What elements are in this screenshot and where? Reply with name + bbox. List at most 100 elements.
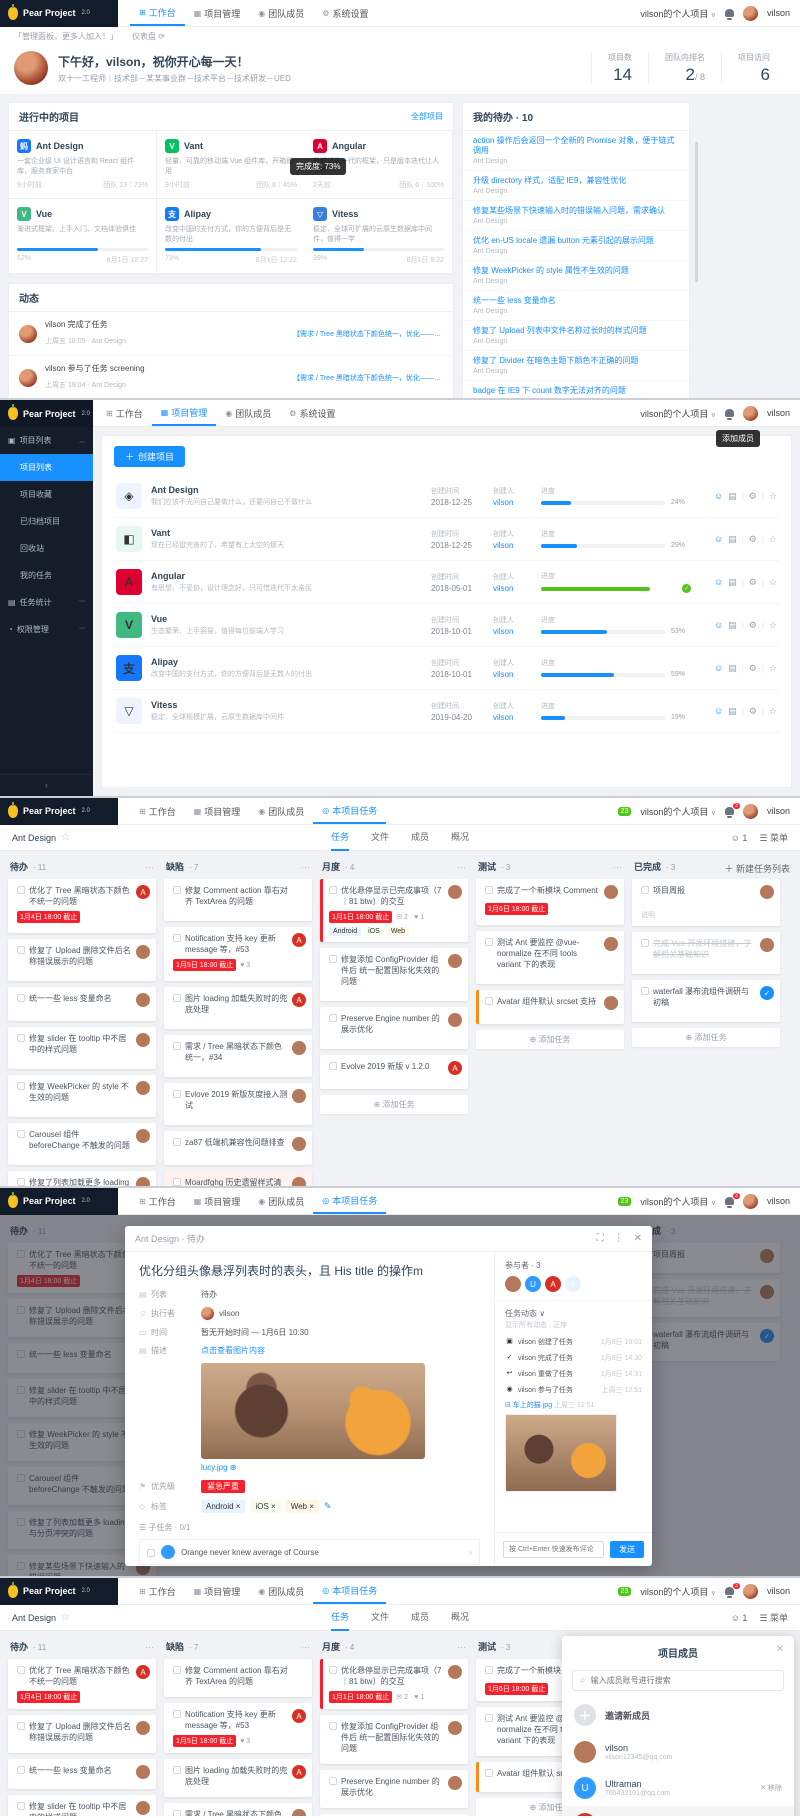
tab-tasks[interactable]: 任务: [330, 824, 349, 851]
sidebar-item[interactable]: ▤ 任务统计 ﹀: [8, 598, 85, 607]
avatar[interactable]: [742, 5, 758, 21]
task-card[interactable]: za87 低端机兼容性问题排查: [164, 1131, 312, 1165]
task-card[interactable]: 需求 / Tree 黑暗状态下颜色统一，#34: [164, 1803, 312, 1816]
comment-input[interactable]: [503, 1541, 604, 1558]
task-list-value[interactable]: 待办: [201, 1290, 217, 1299]
task-checkbox[interactable]: [17, 1722, 25, 1730]
dynamics-filter[interactable]: 显示所有动态 · 正序: [505, 1322, 568, 1329]
project-card[interactable]: 支 Alipay 改变中国的支付方式，你的方便背后是无数的付出 73% 8月1日 1…: [157, 199, 305, 274]
task-card[interactable]: 修复了 Upload 删除文件后名称错误展示的问题: [8, 939, 156, 981]
add-member-icon[interactable]: ☺: [713, 491, 724, 501]
column-more-icon[interactable]: ···: [145, 862, 154, 872]
task-card[interactable]: 统一一些 less 变量命名: [8, 987, 156, 1021]
sidebar-item[interactable]: 项目收藏: [20, 490, 52, 499]
workspace-switcher[interactable]: vilson的个人项目 ∨: [640, 1586, 716, 1597]
participant-avatar[interactable]: +: [565, 1276, 581, 1292]
tab-members[interactable]: ◉ 团队成员: [225, 408, 272, 419]
add-member-icon[interactable]: ☺: [713, 663, 724, 673]
creator[interactable]: vilson: [493, 712, 514, 722]
participant-avatar[interactable]: A: [545, 1276, 561, 1292]
task-card[interactable]: 优化悬停显示已完成事项（7｜81 btw）的交互 1月1日 18:00 截止 ✉…: [320, 879, 468, 942]
invite-member-button[interactable]: ＋ 邀请新成员: [562, 1696, 794, 1734]
task-checkbox[interactable]: [485, 1714, 493, 1722]
bell-icon[interactable]: 3: [724, 803, 740, 818]
add-member-icon[interactable]: ☺: [713, 706, 724, 716]
star-icon[interactable]: ☆: [768, 490, 777, 501]
remove-member-button[interactable]: ✕ 移除: [760, 1785, 782, 1792]
workspace-switcher[interactable]: vilson的个人项目 ∨: [640, 408, 716, 419]
tab-overview[interactable]: 概况: [451, 1612, 470, 1622]
task-card[interactable]: 修复添加 ConfigProvider 组件后 统一配置国际化失效的问题: [320, 948, 468, 1001]
task-card[interactable]: Carousel 组件 beforeChange 不触发的问题: [8, 1123, 156, 1165]
todo-item[interactable]: action 操作后会返回一个全新的 Promise 对象，便于链式调用 Ant…: [463, 131, 689, 171]
star-icon[interactable]: ☆: [768, 619, 777, 630]
star-icon[interactable]: ☆: [768, 705, 777, 716]
sidebar-collapse-button[interactable]: ‹: [0, 774, 93, 790]
member-search-input[interactable]: [590, 1676, 776, 1685]
todo-link[interactable]: 修复了 Upload 列表中文件名称过长时的样式问题: [473, 326, 647, 335]
archive-icon[interactable]: ▤: [728, 705, 737, 716]
todo-item[interactable]: badge 在 IE9 下 count 数字无法对齐的问题 Ant Design: [463, 381, 689, 398]
close-icon[interactable]: ✕: [633, 1233, 642, 1244]
sidebar-item[interactable]: ◔ 权限管理 ﹀: [8, 625, 85, 634]
tag-chip[interactable]: Android ×: [201, 1500, 246, 1513]
column-more-icon[interactable]: ···: [769, 862, 778, 872]
todo-link[interactable]: 统一一些 less 变量命名: [473, 296, 556, 305]
task-checkbox[interactable]: [173, 886, 181, 894]
task-checkbox[interactable]: [485, 997, 493, 1005]
task-checkbox[interactable]: [641, 886, 649, 894]
member-row[interactable]: vilson vilson12345@qq.com: [562, 1734, 794, 1770]
tab-settings[interactable]: ⚙ 系统设置: [322, 8, 369, 19]
task-checkbox[interactable]: [17, 1082, 25, 1090]
gear-icon[interactable]: ⚙: [748, 662, 757, 673]
task-card[interactable]: 修复 Comment action 靠右对齐 TextArea 的问题: [164, 879, 312, 921]
tab-tasks[interactable]: 任务: [330, 1604, 349, 1631]
tab-projects[interactable]: ▦ 项目管理: [193, 1196, 241, 1207]
project-row[interactable]: A Angular 有思想、不妥协，设计理念好，只可惜迭代不太亲民 创建时间 201…: [114, 561, 779, 604]
task-checkbox[interactable]: [329, 955, 337, 963]
create-project-button[interactable]: ＋创建项目: [114, 446, 186, 467]
column-more-icon[interactable]: ···: [301, 862, 310, 872]
project-name[interactable]: Vant: [151, 528, 171, 538]
task-card[interactable]: 完成了一个新模块 Comment 1月6日 18:00 截止: [476, 879, 624, 925]
tag-chip[interactable]: iOS ×: [250, 1500, 281, 1513]
project-name[interactable]: Vue: [151, 614, 168, 624]
app-logo[interactable]: Pear Project 2.0: [0, 1188, 118, 1215]
archive-icon[interactable]: ▤: [728, 533, 737, 544]
add-member-icon[interactable]: ☺: [713, 534, 724, 544]
add-task-button[interactable]: ⊕ 添加任务: [476, 1030, 624, 1049]
task-checkbox[interactable]: [329, 1062, 337, 1070]
creator[interactable]: vilson: [493, 583, 514, 593]
task-card[interactable]: 需求 / Tree 黑暗状态下颜色统一，#34: [164, 1035, 312, 1077]
gear-icon[interactable]: ⚙: [748, 576, 757, 587]
task-card[interactable]: Notification 支持 key 更新 message 等，#53 A 1…: [164, 927, 312, 981]
task-checkbox[interactable]: [173, 1042, 181, 1050]
project-row[interactable]: 支 Alipay 改变中国的支付方式，你的方便背后是无数人的付出 创建时间 2018…: [114, 647, 779, 690]
workspace-switcher[interactable]: vilson的个人项目 ∨: [640, 1196, 716, 1207]
member-row[interactable]: A Atomvilson@qq.com ✕ 移除: [562, 1806, 794, 1816]
message-badge[interactable]: 23: [617, 806, 632, 816]
todo-item[interactable]: 修复 WeekPicker 的 style 属性不生效的问题 Ant Desig…: [463, 261, 689, 291]
task-checkbox[interactable]: [17, 1666, 25, 1674]
sidebar-item[interactable]: 我的任务: [20, 571, 52, 580]
project-name[interactable]: Vitess: [151, 700, 178, 710]
activity-task-link[interactable]: 【需求 / Tree 黑暗状态下颜色统一，优化——排查】: [293, 374, 443, 382]
task-card[interactable]: 修复添加 ConfigProvider 组件后 统一配置国际化失效的问题: [320, 1715, 468, 1764]
creator[interactable]: vilson: [493, 669, 514, 679]
app-logo[interactable]: Pear Project 2.0: [0, 798, 118, 825]
task-card[interactable]: 修复 WeekPicker 的 style 不生效的问题: [8, 1075, 156, 1117]
close-icon[interactable]: ✕: [775, 1644, 784, 1655]
task-card[interactable]: Moardfghg 历史遗留样式清理: [164, 1171, 312, 1186]
member-row[interactable]: U Ultraman 765432101@qq.com ✕ 移除: [562, 1770, 794, 1806]
app-logo[interactable]: Pear Project 2.0: [0, 0, 118, 27]
todo-item[interactable]: 修复某些场景下快速输入时的错误输入问题，需求确认 Ant Design: [463, 201, 689, 231]
task-title[interactable]: 优化分组头像悬浮列表时的表头，且 His title 的操作m: [139, 1264, 424, 1278]
send-comment-button[interactable]: 发送: [610, 1541, 644, 1558]
todo-link[interactable]: 修复了 Divider 在暗色主题下颜色不正确的问题: [473, 356, 639, 365]
bell-icon[interactable]: 3: [724, 1583, 740, 1598]
task-checkbox[interactable]: [173, 1710, 181, 1718]
creator[interactable]: vilson: [493, 497, 514, 507]
task-checkbox[interactable]: [329, 886, 337, 894]
sidebar-item[interactable]: 项目列表: [0, 454, 93, 481]
project-card[interactable]: V Vue 渐进式框架，上手入门、文档体验俱佳 62% 8月1日 12:27: [9, 199, 157, 274]
